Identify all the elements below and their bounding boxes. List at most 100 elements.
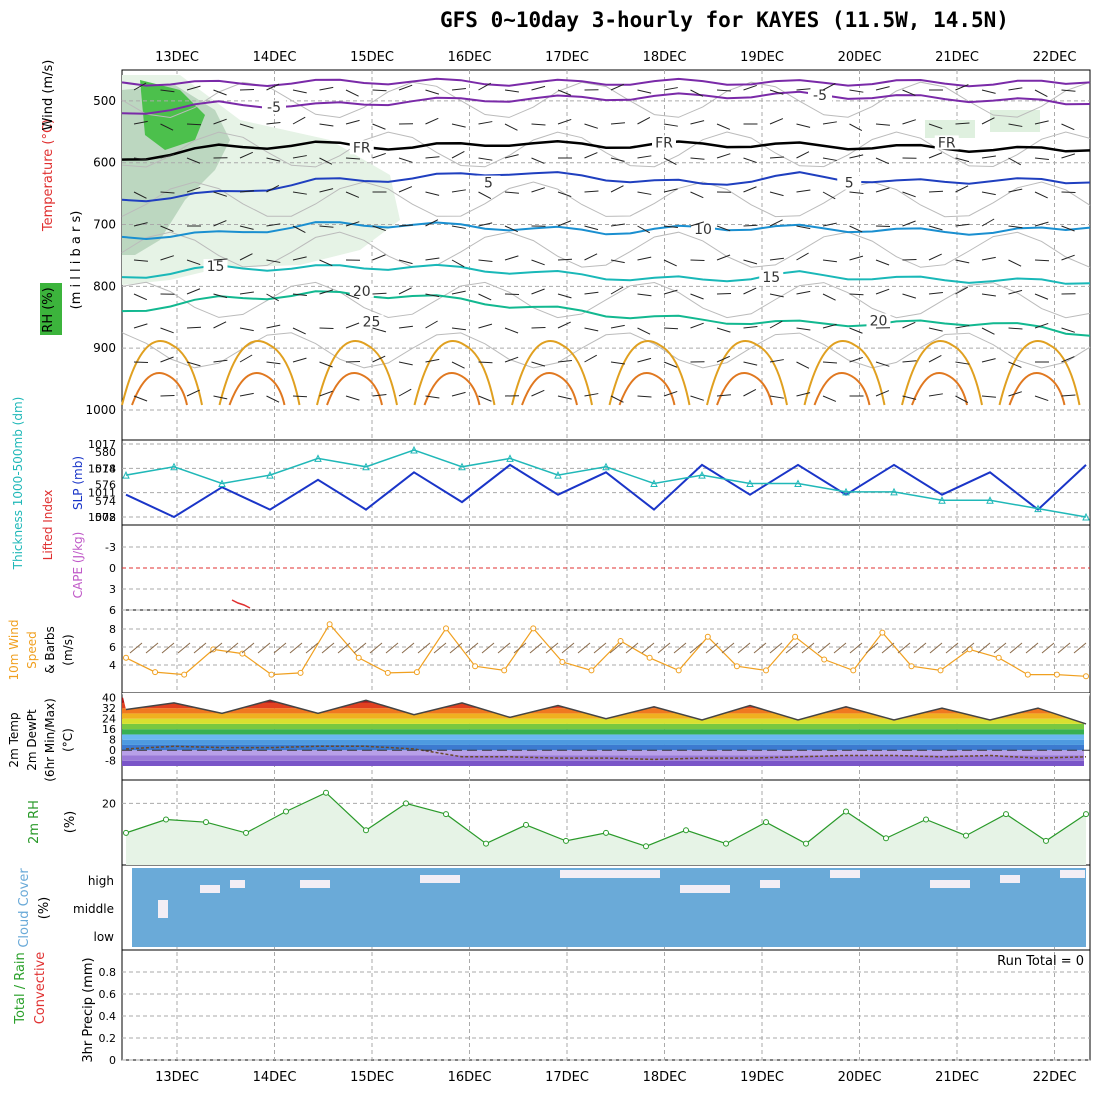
wind-barb: [504, 356, 519, 363]
surface-wind-barb: [801, 642, 815, 654]
ylabel-temperature: Temperature (°C): [41, 119, 56, 232]
wind-barb: [769, 320, 783, 329]
wind-barb: [663, 157, 677, 166]
surface-wind-barb: [1073, 642, 1087, 654]
wind-barb: [425, 117, 439, 125]
wind-barb: [319, 86, 334, 91]
surface-wind-barb: [1025, 642, 1039, 654]
ylabel-rh2m: 2m RH: [27, 800, 42, 844]
wind-barb: [796, 151, 810, 159]
cloud-gap-high: [230, 880, 245, 888]
surface-wind-barb: [449, 642, 463, 654]
wind10m-marker: [384, 669, 391, 676]
li-tick-label: -3: [105, 541, 116, 554]
surface-wind-barb: [545, 642, 559, 654]
wind-barb: [372, 394, 387, 397]
wind-barb: [398, 157, 413, 163]
rh2m-marker: [163, 816, 169, 823]
contour-label-bg: [691, 221, 715, 236]
wind-barb: [425, 156, 440, 159]
precip-tick-label: 0.2: [99, 1032, 117, 1045]
temperature-contour-FR: [121, 139, 1091, 161]
wind-barb: [928, 225, 943, 231]
wind-barb: [292, 155, 307, 159]
slp-tick-label: 1014: [88, 462, 116, 475]
wind-barb: [875, 288, 890, 295]
wind-barb: [186, 123, 202, 126]
temperature-contour-25: [998, 340, 1081, 406]
surface-wind-barb: [769, 642, 783, 654]
wind-barb: [451, 225, 466, 229]
wind-barb: [451, 361, 465, 369]
surface-wind-barb: [961, 642, 975, 654]
wind10m-marker: [588, 667, 595, 674]
wind-barb: [531, 187, 545, 193]
wind-barb: [213, 89, 227, 96]
wind-barb: [902, 395, 917, 400]
ylabel-cloud: Cloud Cover: [17, 868, 32, 948]
rh2m-marker: [803, 840, 809, 847]
wind-barb: [1008, 225, 1023, 229]
wind-barb: [637, 89, 652, 94]
wind-barb: [902, 119, 916, 125]
wind-barb: [955, 223, 970, 227]
ylabel-lifted: Lifted Index: [41, 490, 55, 561]
wind-barb: [1061, 225, 1075, 232]
wind-barb: [981, 218, 995, 227]
wind-barb: [610, 286, 624, 295]
ylabel-wind: Wind (m/s): [41, 60, 56, 131]
wind-barb: [186, 288, 201, 295]
wind10m-marker: [879, 629, 886, 636]
thickness-tick-label: 574: [95, 495, 116, 508]
wind-barb: [133, 120, 148, 125]
wind-barb: [981, 293, 996, 297]
surface-wind-barb: [577, 642, 591, 654]
wind-barb: [875, 123, 890, 126]
surface-wind-barb: [897, 642, 911, 654]
rh2m-marker: [683, 827, 689, 834]
wind-barb: [425, 191, 440, 196]
wind-barb: [716, 394, 731, 397]
wind-barb: [398, 186, 413, 193]
thickness-marker: [938, 496, 946, 504]
surface-wind-barb: [337, 642, 351, 654]
wind-barb: [584, 190, 599, 193]
wind-barb: [690, 89, 704, 97]
wind-barb: [266, 184, 280, 193]
rh2m-marker: [643, 843, 649, 850]
wind-barb: [955, 361, 970, 365]
wind-barb: [160, 327, 174, 334]
ylabel-temp-2: (6hr Min/Max): [43, 698, 57, 782]
wind-barb: [213, 258, 228, 261]
wind-barb: [266, 157, 281, 162]
wind-barb: [796, 290, 811, 295]
wind-barb: [319, 390, 333, 397]
thickness-tick-label: 578: [95, 462, 116, 475]
wind-barb: [266, 324, 281, 329]
wind-barb: [239, 354, 253, 363]
wind-barb: [266, 259, 281, 263]
thickness-marker: [410, 445, 418, 454]
wind-barb: [1034, 120, 1049, 125]
wind-barb: [743, 224, 758, 227]
ylabel-precip-total: Total / Rain: [13, 952, 28, 1025]
wind-barb: [425, 293, 440, 298]
wind-barb: [451, 123, 466, 128]
wind-barb: [372, 355, 386, 363]
thickness-marker: [698, 471, 706, 479]
wind-barb: [610, 83, 624, 91]
date-label-bottom: 17DEC: [545, 1070, 589, 1085]
wind10m-line: [125, 623, 1087, 677]
wind-barb: [955, 157, 970, 163]
wind-barb: [584, 225, 599, 231]
date-label-bottom: 19DEC: [740, 1070, 784, 1085]
wind-barb: [557, 191, 572, 198]
surface-wind-barb: [865, 642, 879, 654]
wind10m-marker: [733, 663, 740, 670]
wind-barb: [1008, 87, 1023, 91]
rh2m-area: [126, 792, 1086, 865]
wind10m-marker: [413, 669, 420, 676]
wind10m-marker: [530, 625, 537, 632]
wind10m-marker: [1083, 673, 1089, 680]
